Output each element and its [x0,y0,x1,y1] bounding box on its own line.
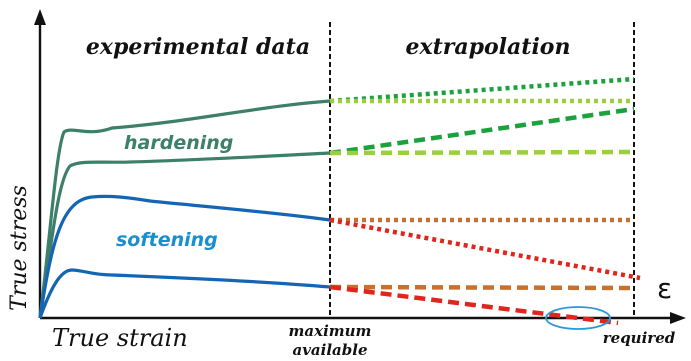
softening-curve-upper [38,194,331,319]
softening-label: softening [116,229,218,251]
x-axis-arrow-icon [670,312,686,324]
available-label: available [293,341,368,359]
extrapolation-softening-lower-falling [329,284,619,326]
hardening-curve-lower [38,151,331,319]
extrapolation-softening-upper-falling [329,217,641,281]
experimental-data-label: experimental data [86,34,310,60]
y-axis-label: True stress [7,185,32,311]
hardening-curve-upper [38,99,331,319]
x-axis-label: True strain [52,324,188,352]
extrapolation-hardening-lower-rising [329,106,635,156]
required-highlight-ellipse [545,306,611,330]
extrapolation-softening-lower-flat [329,284,635,291]
epsilon-label: ε [657,272,672,305]
required-label: required [603,329,676,347]
extrapolation-label: extrapolation [406,34,571,60]
y-axis-arrow-icon [34,9,46,25]
extrapolation-hardening-upper-rising [329,76,635,104]
softening-curve-lower [38,268,331,319]
maximum-label: maximum [289,322,372,340]
hardening-label: hardening [124,132,233,154]
extrapolation-hardening-lower-flat [329,149,631,156]
